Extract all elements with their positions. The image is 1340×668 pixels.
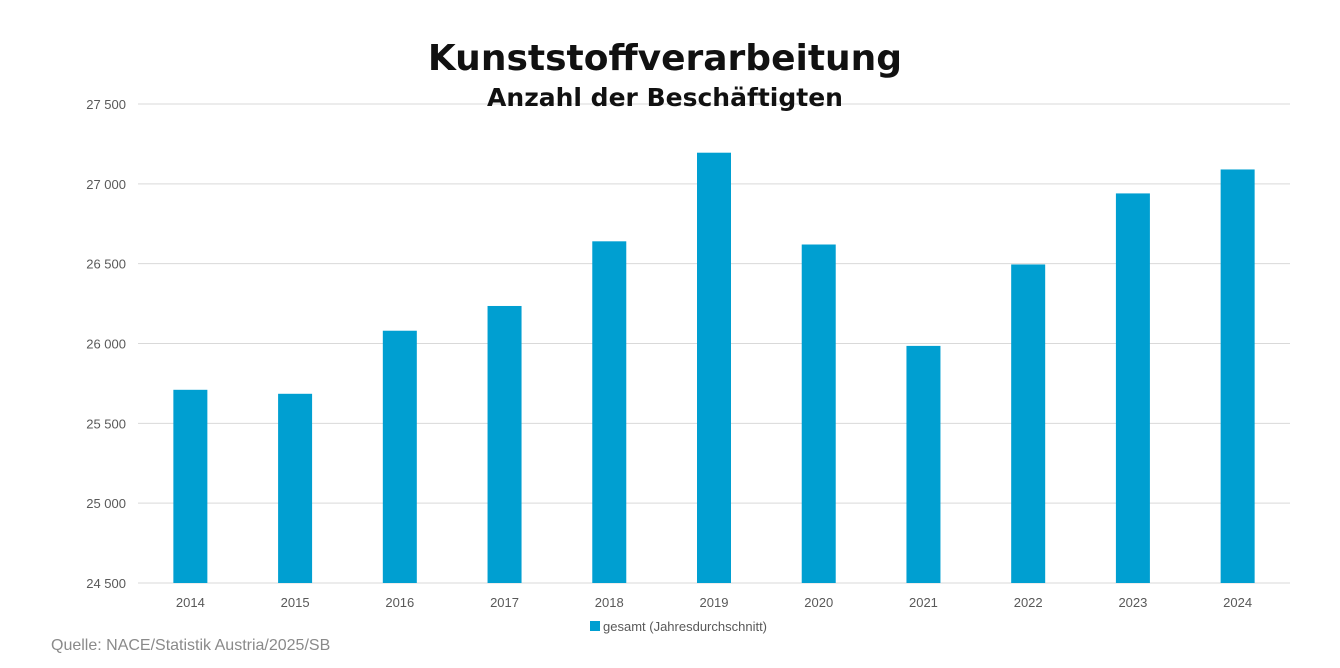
legend-swatch: [590, 621, 600, 631]
bar-2020: [801, 244, 836, 584]
bar-2018: [592, 241, 627, 583]
x-tick-label: 2016: [385, 595, 414, 610]
y-tick-label: 27 000: [86, 177, 126, 192]
x-axis-tick-labels: 2014 2015 2016 2017 2018 2019 2020 2021 2022 2023…: [176, 595, 1252, 610]
y-tick-label: 25 500: [86, 416, 126, 431]
x-tick-label: 2018: [595, 595, 624, 610]
x-tick-label: 2014: [176, 595, 205, 610]
bar-2019: [697, 152, 731, 583]
bars: [173, 152, 1255, 584]
x-tick-label: 2022: [1014, 595, 1043, 610]
y-tick-label: 27 500: [86, 97, 126, 112]
y-tick-label: 26 000: [86, 337, 126, 352]
bar-2016: [382, 330, 417, 583]
bar-2021: [906, 345, 941, 583]
x-tick-label: 2019: [700, 595, 729, 610]
y-tick-label: 25 000: [86, 496, 126, 511]
y-tick-label: 24 500: [86, 576, 126, 591]
legend-label: gesamt (Jahresdurchschnitt): [603, 619, 767, 634]
x-tick-label: 2021: [909, 595, 938, 610]
x-tick-label: 2020: [804, 595, 833, 610]
bar-2015: [278, 393, 313, 583]
bar-2024: [1220, 169, 1255, 584]
source-note: Quelle: NACE/Statistik Austria/2025/SB: [51, 637, 331, 654]
x-tick-label: 2024: [1223, 595, 1252, 610]
chart-title-block: Kunststoffverarbeitung Anzahl der Beschä…: [0, 36, 1330, 114]
x-tick-label: 2015: [281, 595, 310, 610]
legend: gesamt (Jahresdurchschnitt): [590, 619, 767, 634]
bar-2014: [173, 389, 208, 583]
bar-2022: [1011, 264, 1046, 583]
bar-2017: [487, 305, 522, 583]
x-tick-label: 2017: [490, 595, 519, 610]
x-tick-label: 2023: [1118, 595, 1147, 610]
y-tick-label: 26 500: [86, 257, 126, 272]
y-axis-tick-labels: 24 500 25 000 25 500 26 000 26 500 27 000 27 5…: [86, 97, 126, 591]
bar-2023: [1115, 193, 1150, 583]
chart-title: Kunststoffverarbeitung: [427, 38, 903, 79]
chart-subtitle: Anzahl der Beschäftigten: [487, 83, 843, 112]
